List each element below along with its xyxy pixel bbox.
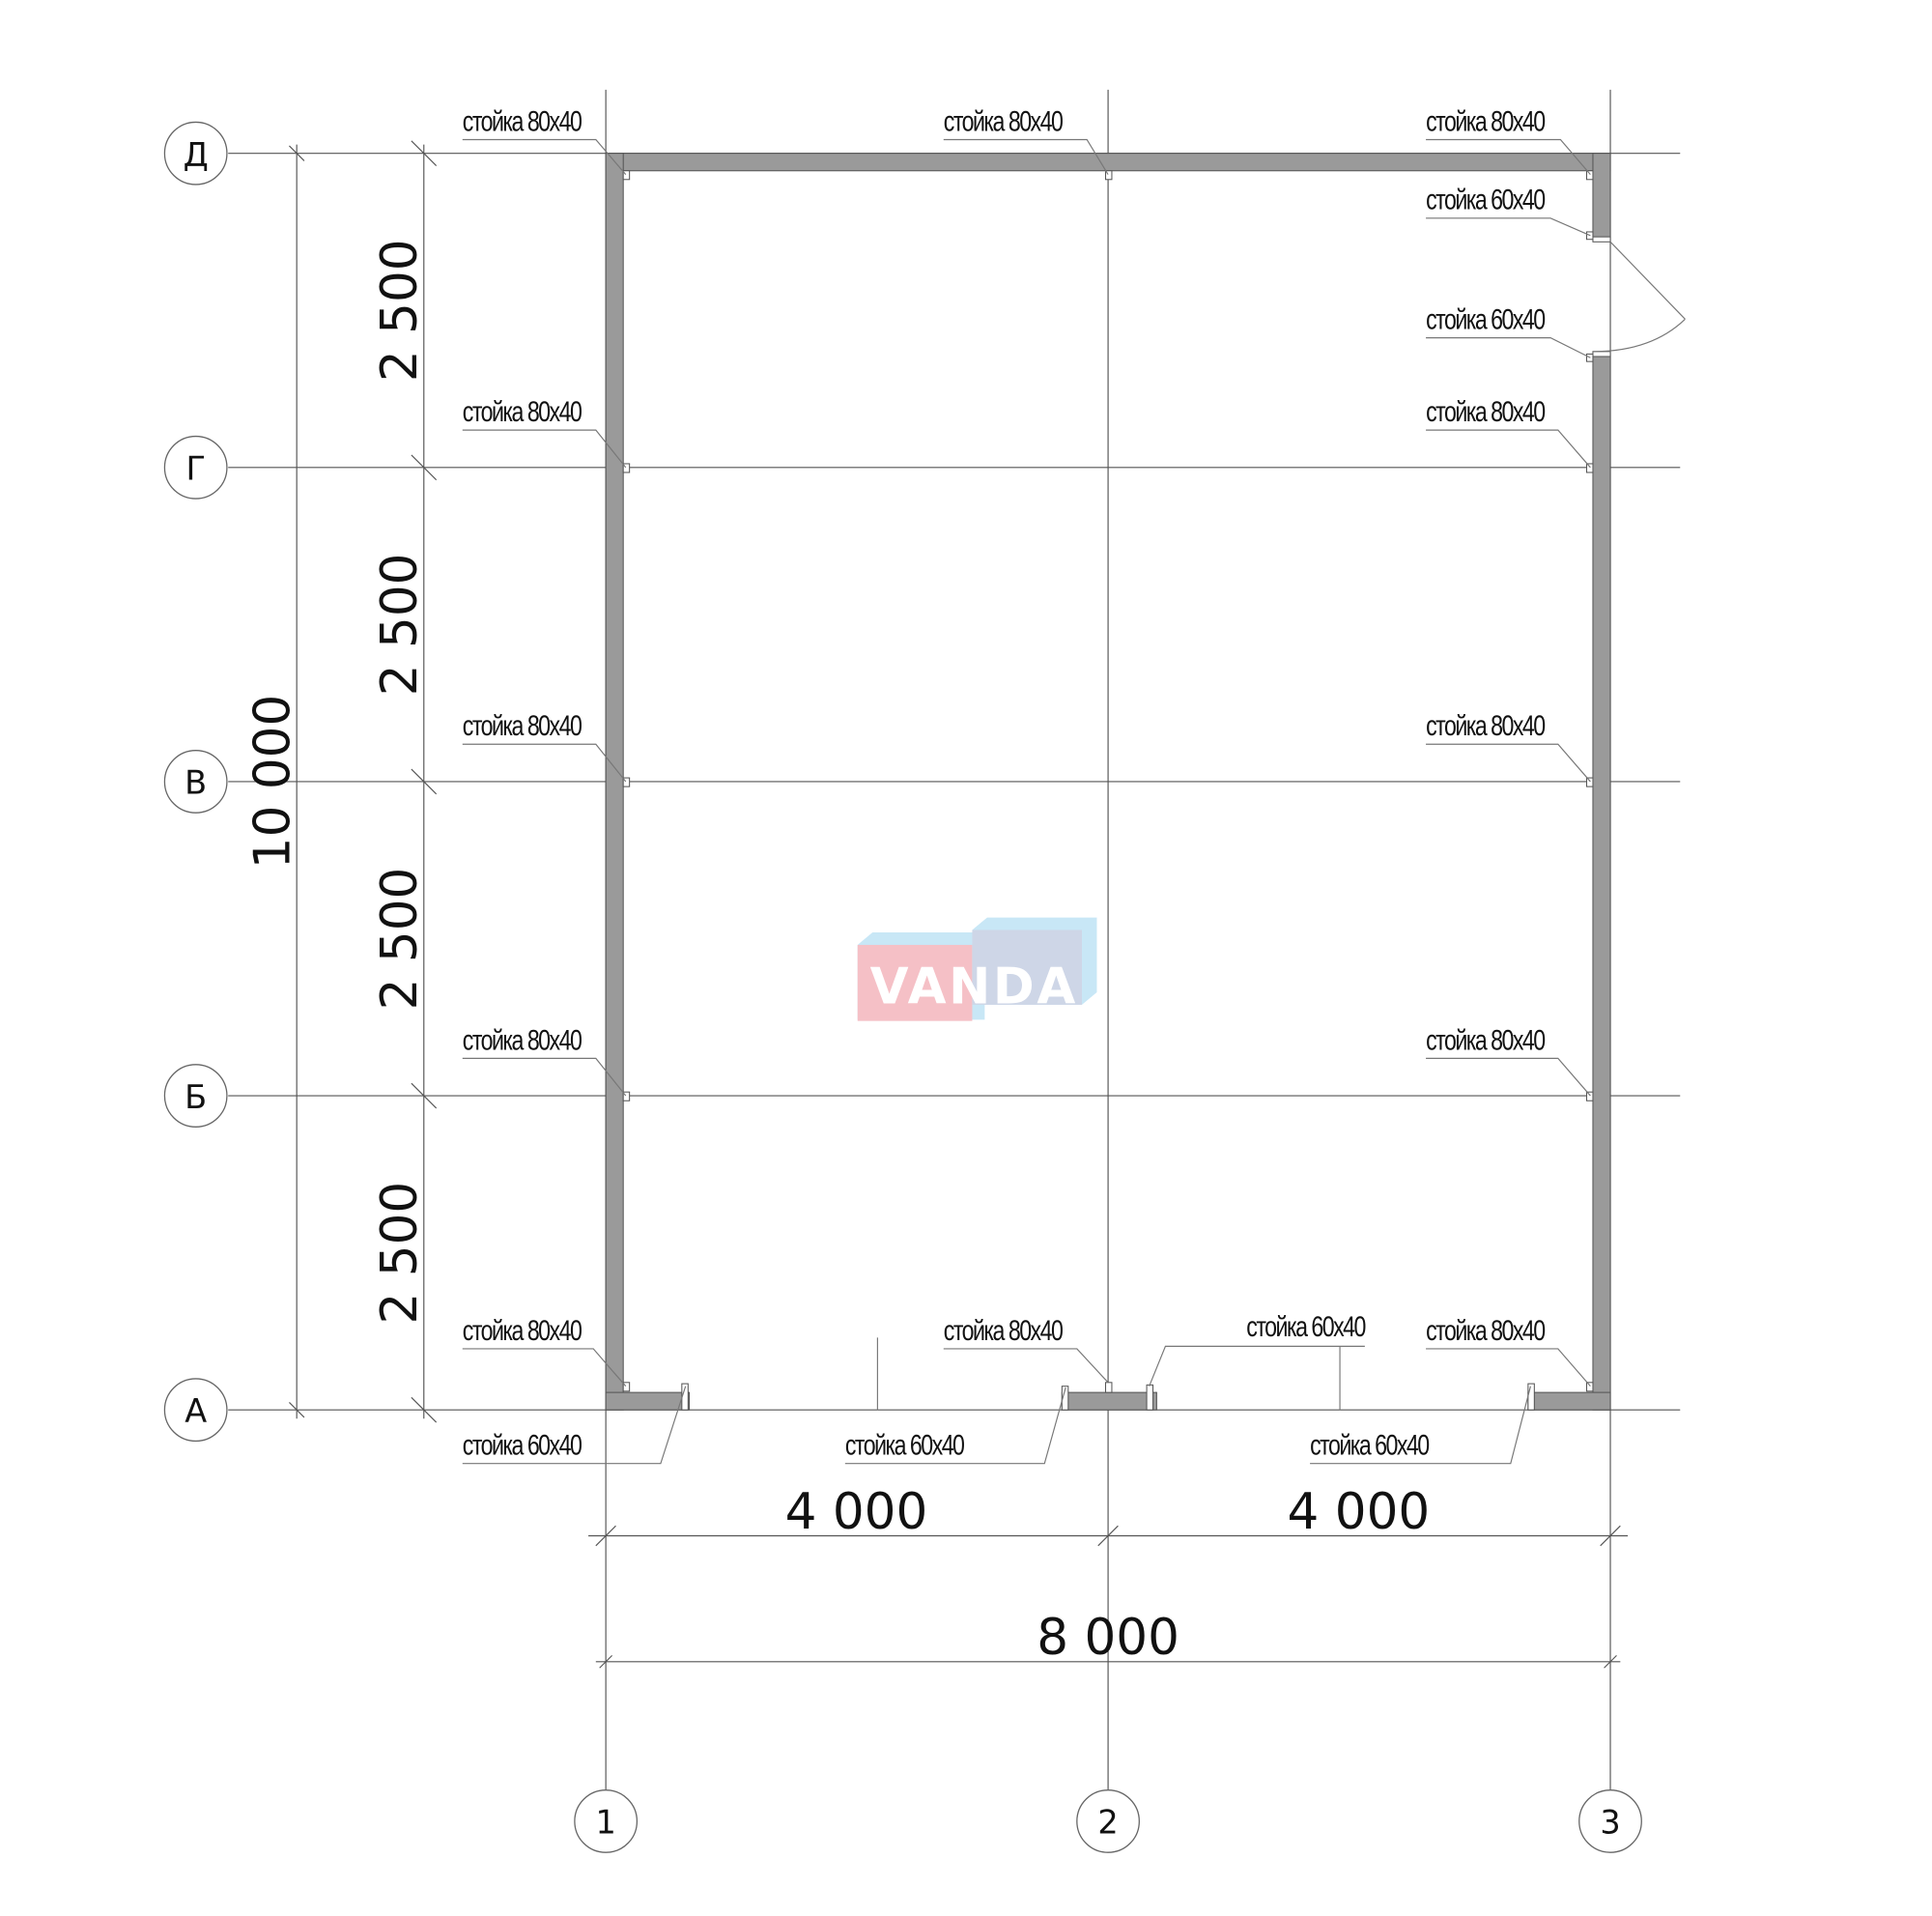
- post-label: стойка 60x40: [1310, 1430, 1430, 1462]
- post: [1527, 1383, 1535, 1411]
- walls: [605, 153, 1611, 1411]
- vanda-watermark-logo: VANDA: [857, 917, 1097, 1021]
- dimension-span-2: 2 500: [371, 554, 429, 697]
- post-label: стойка 80x40: [463, 396, 582, 428]
- post-label: стойка 60x40: [463, 1430, 582, 1462]
- axis-bubble-a: [163, 1378, 228, 1443]
- post-label: стойка 80x40: [1426, 105, 1546, 137]
- post: [1585, 777, 1594, 787]
- axis-bubbles: Д Г В Б А 1 2 3: [163, 121, 1642, 1853]
- post-label: стойка 80x40: [1426, 396, 1546, 428]
- watermark-text: VANDA: [870, 958, 1078, 1016]
- post: [1104, 1382, 1113, 1393]
- post-label: стойка 80x40: [1426, 1315, 1546, 1347]
- wall-bottom-middle: [1061, 1391, 1157, 1411]
- axis-label-d: Д: [184, 135, 209, 173]
- horizontal-dimensions: 4 000 4 000 8 000: [588, 1483, 1629, 1669]
- wall-bottom-left: [605, 1391, 691, 1411]
- dimension-span-h-1: 4 000: [785, 1483, 928, 1541]
- post: [622, 1091, 631, 1101]
- door-jamb-bottom: [1592, 351, 1611, 357]
- wall-right-lower: [1592, 353, 1611, 1411]
- dimension-ticks-h: [595, 1525, 1621, 1669]
- post-label: стойка 80x40: [1426, 710, 1546, 742]
- post: [1585, 1091, 1594, 1101]
- dimension-total-vertical: 10 000: [243, 695, 301, 870]
- axis-bubble-d: [163, 121, 228, 186]
- axis-bubble-g: [163, 435, 228, 500]
- wall-top: [605, 153, 1611, 172]
- door-jamb-top: [1592, 236, 1611, 243]
- post: [622, 170, 631, 181]
- post: [1585, 170, 1594, 181]
- post-label: стойка 60x40: [1246, 1311, 1366, 1343]
- post-label: стойка 60x40: [1426, 304, 1546, 336]
- axis-bubble-2: [1076, 1789, 1140, 1853]
- post: [1104, 170, 1113, 181]
- dimension-total-horizontal: 8 000: [1037, 1609, 1179, 1667]
- axis-label-b: Б: [185, 1078, 207, 1116]
- axis-bubble-b: [163, 1064, 228, 1128]
- dimension-span-h-2: 4 000: [1288, 1483, 1431, 1541]
- door: [1592, 236, 1686, 357]
- wall-right-upper: [1592, 153, 1611, 241]
- axis-bubble-3: [1578, 1789, 1642, 1853]
- post-label: стойка 80x40: [1426, 1024, 1546, 1056]
- post-label: стойка 80x40: [463, 710, 582, 742]
- axis-bubble-1: [574, 1789, 639, 1853]
- post-label: стойка 80x40: [463, 1315, 582, 1347]
- post-callouts: стойка 80x40 стойка 80x40 стойка 80x40 с…: [462, 105, 1591, 1465]
- axis-label-g: Г: [185, 450, 205, 488]
- door-swing-arc: [1592, 318, 1686, 353]
- axis-label-3: 3: [1600, 1804, 1620, 1842]
- wall-left: [605, 153, 624, 1411]
- post-label: стойка 60x40: [845, 1430, 965, 1462]
- post: [622, 463, 631, 473]
- dimension-ticks: [289, 140, 438, 1423]
- post-label: стойка 60x40: [1426, 185, 1546, 216]
- post-label: стойка 80x40: [944, 105, 1064, 137]
- post: [1146, 1384, 1154, 1411]
- dimension-span-1: 2 500: [371, 239, 429, 382]
- post: [1585, 1382, 1594, 1392]
- post: [622, 1382, 631, 1392]
- posts: [622, 170, 1594, 1411]
- vertical-dimensions: 2 500 2 500 2 500 2 500 10 000: [243, 140, 438, 1423]
- axis-bubble-v: [163, 750, 228, 814]
- post-label: стойка 80x40: [944, 1315, 1064, 1347]
- dimension-span-3: 2 500: [371, 868, 429, 1011]
- axis-label-2: 2: [1097, 1804, 1118, 1842]
- post-label: стойка 80x40: [463, 105, 582, 137]
- door-leaf: [1609, 241, 1686, 320]
- post: [1061, 1386, 1069, 1411]
- dimension-span-4: 2 500: [371, 1182, 429, 1325]
- wall-bottom-right: [1527, 1391, 1611, 1411]
- axis-label-v: В: [185, 764, 207, 802]
- axis-label-a: А: [185, 1392, 207, 1430]
- axis-label-1: 1: [595, 1804, 615, 1842]
- post: [1585, 463, 1594, 473]
- post-label: стойка 80x40: [463, 1024, 582, 1056]
- post: [622, 777, 631, 787]
